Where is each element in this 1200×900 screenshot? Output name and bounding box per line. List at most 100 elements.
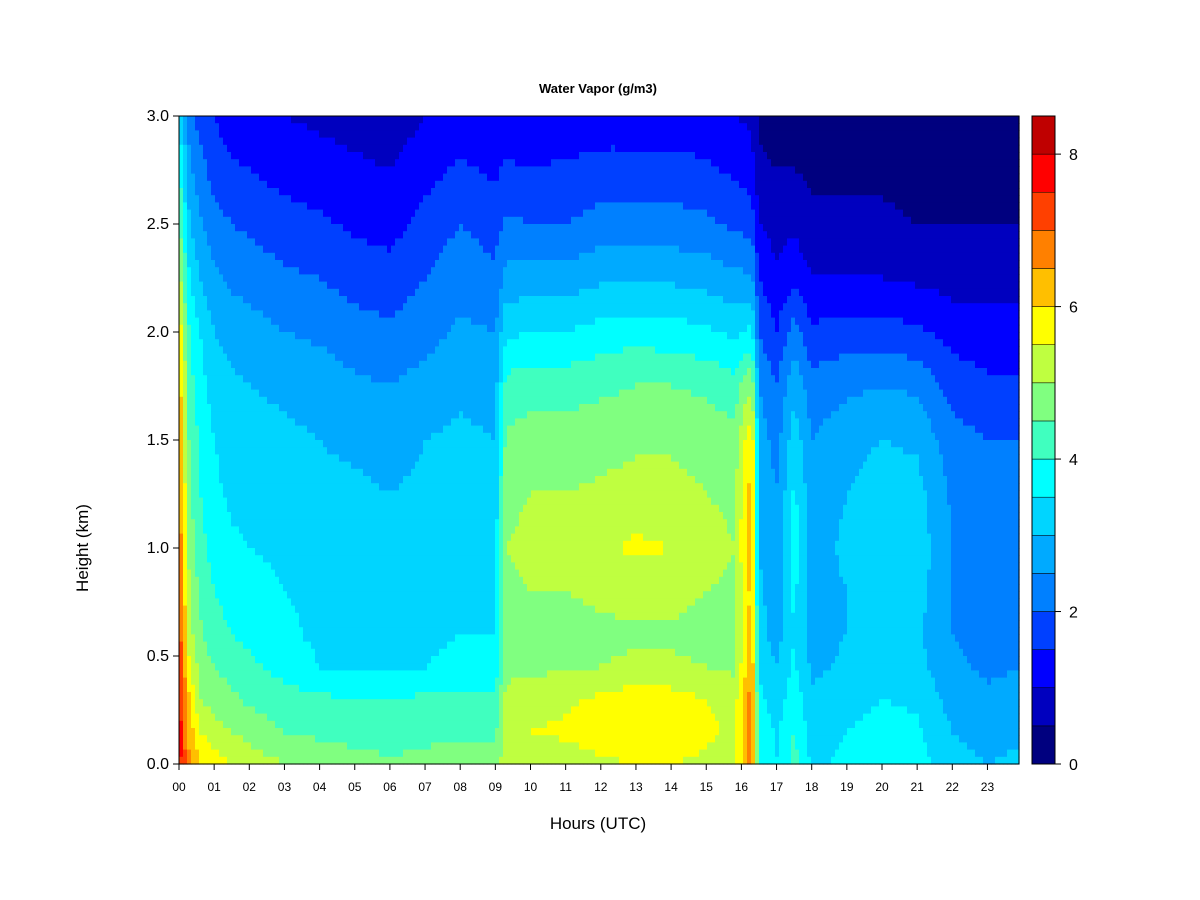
heatmap-cell (211, 375, 216, 383)
heatmap-cell (383, 360, 388, 369)
heatmap-cell (231, 288, 236, 297)
heatmap-cell (351, 432, 356, 441)
heatmap-cell (299, 260, 304, 268)
heatmap-cell (243, 173, 248, 182)
heatmap-cell (359, 533, 364, 542)
heatmap-cell (363, 353, 368, 362)
heatmap-cell (239, 216, 244, 225)
heatmap-cell (299, 396, 304, 405)
heatmap-cell (379, 713, 384, 722)
heatmap-cell (199, 569, 204, 578)
heatmap-cell (187, 728, 192, 736)
heatmap-cell (335, 130, 340, 139)
heatmap-cell (251, 432, 256, 441)
heatmap-cell (279, 584, 284, 592)
heatmap-cell (271, 310, 276, 319)
heatmap-cell (295, 540, 300, 549)
heatmap-cell (367, 562, 372, 571)
heatmap-cell (195, 231, 200, 239)
heatmap-cell (203, 332, 208, 340)
heatmap-cell (311, 591, 316, 599)
heatmap-cell (395, 281, 400, 290)
heatmap-cell (391, 749, 396, 758)
heatmap-cell (347, 519, 352, 527)
heatmap-cell (359, 706, 364, 715)
heatmap-cell (307, 310, 312, 319)
heatmap-cell (271, 260, 276, 268)
heatmap-cell (383, 317, 388, 326)
heatmap-cell (323, 310, 328, 319)
heatmap-cell (335, 641, 340, 650)
heatmap-cell (219, 468, 224, 477)
heatmap-cell (247, 699, 252, 707)
heatmap-cell (363, 317, 368, 326)
heatmap-cell (363, 231, 368, 239)
heatmap-cell (395, 598, 400, 607)
heatmap-cell (279, 548, 284, 556)
heatmap-cell (323, 656, 328, 664)
heatmap-cell (199, 490, 204, 499)
heatmap-cell (319, 396, 324, 405)
heatmap-cell (215, 692, 220, 700)
heatmap-cell (183, 224, 188, 232)
heatmap-cell (315, 368, 320, 376)
heatmap-cell (307, 663, 312, 671)
heatmap-cell (351, 209, 356, 218)
heatmap-cell (195, 310, 200, 319)
heatmap-cell (279, 576, 284, 585)
heatmap-cell (375, 634, 380, 643)
heatmap-cell (367, 152, 372, 160)
heatmap-cell (391, 267, 396, 275)
heatmap-cell (187, 152, 192, 160)
heatmap-cell (355, 576, 360, 585)
heatmap-cell (239, 159, 244, 167)
heatmap-cell (299, 468, 304, 477)
heatmap-cell (291, 713, 296, 722)
heatmap-cell (191, 346, 196, 355)
heatmap-cell (183, 440, 188, 448)
heatmap-cell (259, 576, 264, 585)
heatmap-cell (211, 483, 216, 491)
heatmap-cell (287, 152, 292, 160)
heatmap-cell (195, 267, 200, 275)
heatmap-cell (191, 425, 196, 434)
heatmap-cell (239, 504, 244, 513)
heatmap-cell (243, 447, 248, 455)
heatmap-cell (219, 411, 224, 419)
heatmap-cell (215, 195, 220, 203)
heatmap-cell (295, 454, 300, 463)
heatmap-cell (191, 447, 196, 455)
heatmap-cell (203, 375, 208, 383)
heatmap-cell (315, 123, 320, 131)
heatmap-cell (291, 634, 296, 643)
heatmap-cell (311, 720, 316, 729)
heatmap-cell (211, 324, 216, 333)
heatmap-cell (215, 159, 220, 167)
heatmap-cell (255, 512, 260, 520)
heatmap-cell (219, 504, 224, 513)
heatmap-cell (267, 382, 272, 391)
heatmap-cell (179, 144, 184, 153)
heatmap-cell (331, 137, 336, 146)
heatmap-cell (271, 324, 276, 333)
heatmap-cell (219, 562, 224, 571)
heatmap-cell (211, 756, 216, 765)
heatmap-cell (211, 339, 216, 347)
heatmap-cell (359, 375, 364, 383)
heatmap-cell (371, 670, 376, 679)
heatmap-cell (179, 238, 184, 247)
heatmap-cell (311, 598, 316, 607)
heatmap-cell (395, 231, 400, 239)
heatmap-cell (227, 440, 232, 448)
heatmap-cell (235, 663, 240, 671)
heatmap-cell (391, 540, 396, 549)
heatmap-cell (267, 404, 272, 412)
heatmap-cell (243, 699, 248, 707)
heatmap-cell (279, 188, 284, 196)
heatmap-cell (351, 310, 356, 319)
heatmap-cell (335, 512, 340, 520)
heatmap-cell (271, 483, 276, 491)
heatmap-cell (247, 310, 252, 319)
heatmap-cell (227, 159, 232, 167)
heatmap-cell (331, 274, 336, 283)
